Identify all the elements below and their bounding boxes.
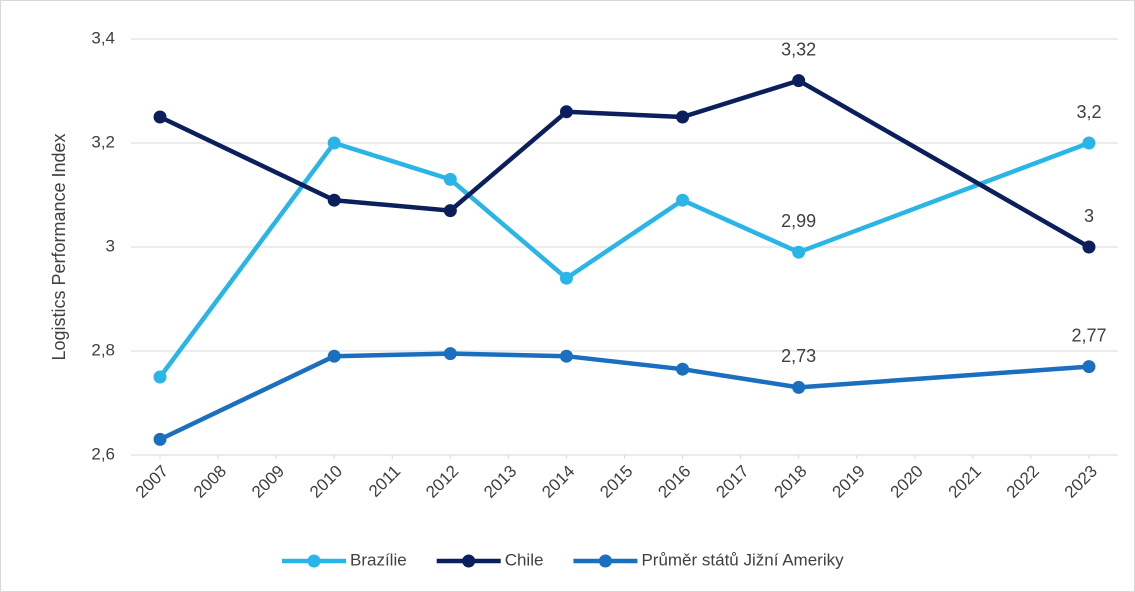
data-point: [559, 349, 573, 363]
data-point: [327, 193, 341, 207]
y-axis-title: Logistics Performance Index: [49, 133, 69, 360]
data-point: [443, 172, 457, 186]
data-point: [1082, 136, 1096, 150]
data-point: [1082, 360, 1096, 374]
legend-marker: [462, 554, 476, 568]
data-label: 3,2: [1076, 102, 1101, 122]
data-point: [443, 347, 457, 361]
data-label: 3: [1084, 206, 1094, 226]
data-label: 2,77: [1071, 325, 1106, 345]
data-point: [153, 110, 167, 124]
data-point: [153, 432, 167, 446]
legend-marker: [598, 554, 612, 568]
data-point: [676, 110, 690, 124]
y-tick-label: 2,8: [91, 340, 115, 359]
data-point: [1082, 240, 1096, 254]
data-point: [792, 245, 806, 259]
y-tick-label: 3,4: [91, 28, 115, 47]
data-label: 2,73: [781, 346, 816, 366]
data-point: [443, 204, 457, 218]
data-point: [792, 74, 806, 88]
data-point: [327, 136, 341, 150]
legend-label: Chile: [505, 550, 544, 569]
y-tick-label: 3: [106, 236, 115, 255]
data-label: 3,32: [781, 39, 816, 59]
data-point: [792, 380, 806, 394]
data-point: [327, 349, 341, 363]
data-point: [676, 362, 690, 376]
data-point: [559, 105, 573, 119]
data-point: [153, 370, 167, 384]
data-point: [676, 193, 690, 207]
data-label: 2,99: [781, 211, 816, 231]
legend-marker: [307, 554, 321, 568]
data-point: [559, 271, 573, 285]
legend-label: Průměr států Jižní Ameriky: [641, 550, 844, 569]
y-tick-label: 2,6: [91, 444, 115, 463]
legend-label: Brazílie: [350, 550, 407, 569]
y-tick-label: 3,2: [91, 132, 115, 151]
